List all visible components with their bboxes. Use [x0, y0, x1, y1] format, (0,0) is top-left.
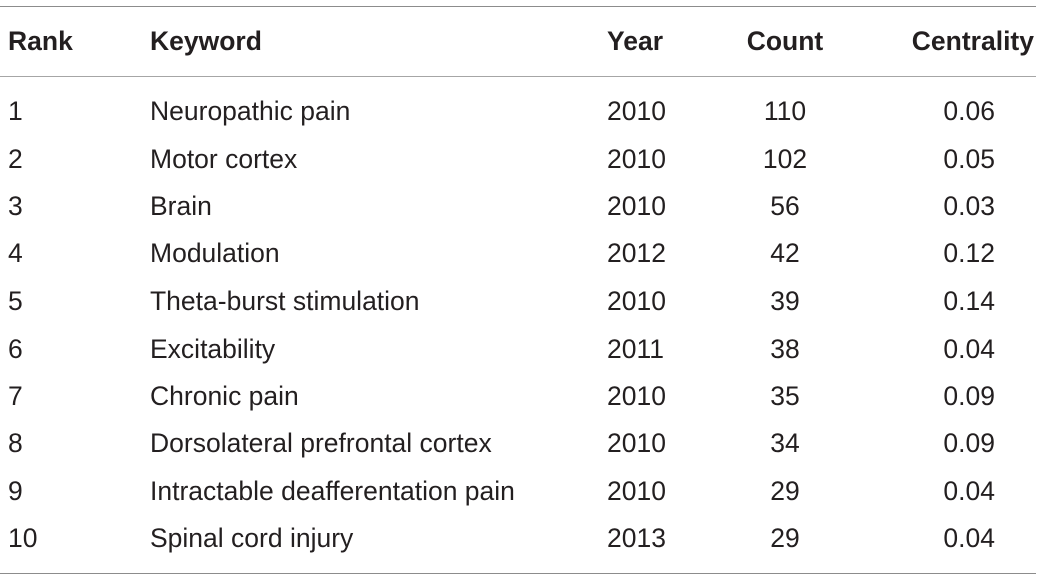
header-keyword: Keyword	[150, 26, 262, 56]
cell-count: 38	[770, 334, 800, 364]
table-row: 5 Theta-burst stimulation 2010 39 0.14	[0, 281, 1039, 321]
table-row: 1 Neuropathic pain 2010 110 0.06	[0, 91, 1039, 131]
cell-year: 2010	[607, 96, 666, 126]
header-year: Year	[607, 26, 664, 56]
cell-year: 2010	[607, 476, 666, 506]
cell-keyword: Motor cortex	[150, 144, 298, 174]
cell-keyword: Excitability	[150, 334, 276, 364]
cell-centrality: 0.05	[943, 144, 995, 174]
cell-rank: 1	[8, 96, 23, 126]
cell-rank: 2	[8, 144, 23, 174]
cell-rank: 6	[8, 334, 23, 364]
cell-year: 2013	[607, 523, 666, 553]
cell-rank: 7	[8, 381, 23, 411]
table-row: 2 Motor cortex 2010 102 0.05	[0, 139, 1039, 179]
cell-count: 39	[770, 286, 800, 316]
table-row: 7 Chronic pain 2010 35 0.09	[0, 376, 1039, 416]
table-row: 4 Modulation 2012 42 0.12	[0, 233, 1039, 273]
cell-keyword: Brain	[150, 191, 212, 221]
table-row: 6 Excitability 2011 38 0.04	[0, 329, 1039, 369]
cell-centrality: 0.09	[943, 381, 995, 411]
cell-rank: 9	[8, 476, 23, 506]
cell-centrality: 0.09	[943, 428, 995, 458]
table-row: 9 Intractable deafferentation pain 2010 …	[0, 471, 1039, 511]
cell-rank: 3	[8, 191, 23, 221]
cell-rank: 5	[8, 286, 23, 316]
cell-keyword: Neuropathic pain	[150, 96, 351, 126]
cell-centrality: 0.04	[943, 476, 995, 506]
cell-year: 2010	[607, 144, 666, 174]
cell-count: 29	[770, 523, 800, 553]
cell-keyword: Dorsolateral prefrontal cortex	[150, 428, 492, 458]
table-bottom-rule	[0, 573, 1036, 574]
table-header-row: Rank Keyword Year Count Centrality	[0, 21, 1039, 61]
header-rank: Rank	[8, 26, 73, 56]
cell-keyword: Spinal cord injury	[150, 523, 354, 553]
table-header-rule	[0, 76, 1036, 77]
cell-centrality: 0.04	[943, 334, 995, 364]
cell-keyword: Chronic pain	[150, 381, 299, 411]
table-row: 8 Dorsolateral prefrontal cortex 2010 34…	[0, 423, 1039, 463]
cell-rank: 4	[8, 238, 23, 268]
cell-rank: 10	[8, 523, 38, 553]
cell-year: 2012	[607, 238, 666, 268]
cell-year: 2010	[607, 428, 666, 458]
cell-centrality: 0.12	[943, 238, 995, 268]
cell-year: 2011	[607, 334, 664, 364]
table-row: 3 Brain 2010 56 0.03	[0, 186, 1039, 226]
cell-count: 56	[770, 191, 800, 221]
cell-keyword: Intractable deafferentation pain	[150, 476, 515, 506]
cell-keyword: Theta-burst stimulation	[150, 286, 420, 316]
cell-centrality: 0.04	[943, 523, 995, 553]
cell-rank: 8	[8, 428, 23, 458]
cell-keyword: Modulation	[150, 238, 280, 268]
cell-year: 2010	[607, 286, 666, 316]
cell-count: 29	[770, 476, 800, 506]
table-top-rule	[0, 6, 1036, 7]
cell-count: 110	[763, 96, 807, 126]
table-row: 10 Spinal cord injury 2013 29 0.04	[0, 518, 1039, 558]
header-centrality: Centrality	[911, 26, 1034, 56]
cell-year: 2010	[607, 191, 666, 221]
cell-count: 35	[770, 381, 800, 411]
cell-count: 34	[770, 428, 800, 458]
cell-centrality: 0.14	[943, 286, 995, 316]
cell-centrality: 0.03	[943, 191, 995, 221]
cell-centrality: 0.06	[943, 96, 995, 126]
cell-year: 2010	[607, 381, 666, 411]
cell-count: 102	[762, 144, 808, 174]
header-count: Count	[746, 26, 824, 56]
cell-count: 42	[770, 238, 800, 268]
